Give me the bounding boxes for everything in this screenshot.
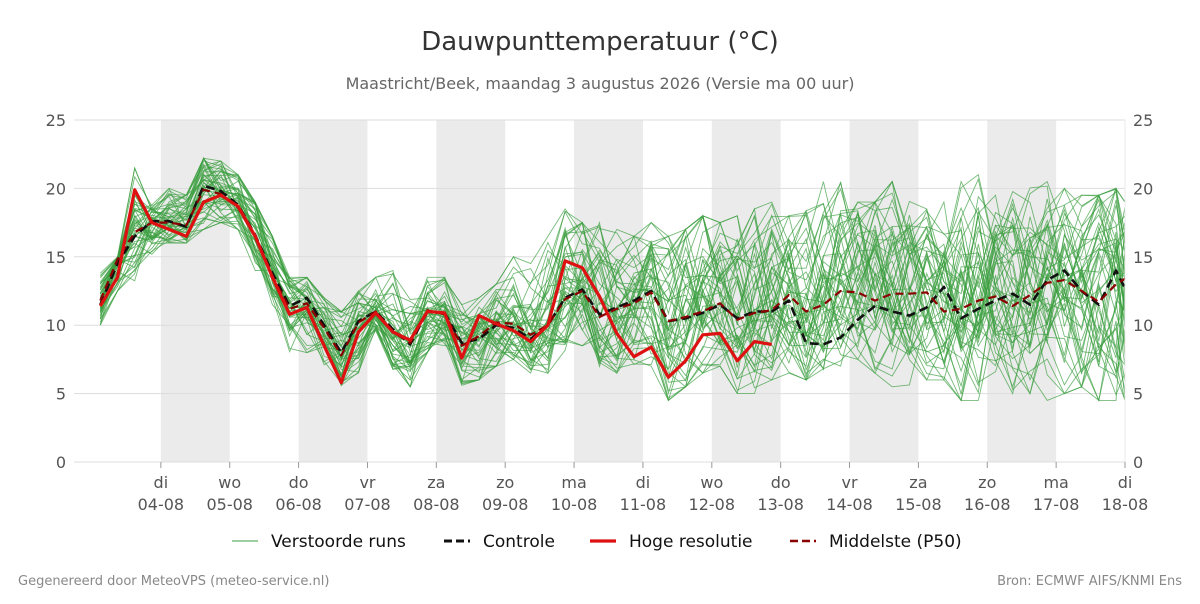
chart-title: Dauwpunttemperatuur (°C) xyxy=(421,27,779,57)
x-tick-date-15-08: 15-08 xyxy=(895,495,942,514)
legend-label-ensemble: Verstoorde runs xyxy=(271,532,406,552)
x-tick-weekday-05-08: wo xyxy=(218,473,241,492)
x-tick-date-04-08: 04-08 xyxy=(138,495,185,514)
ensemble-member-36 xyxy=(99,157,1126,361)
ensemble-member-34 xyxy=(99,157,1126,374)
x-tick-weekday-14-08: vr xyxy=(842,473,858,492)
x-tick-weekday-09-08: zo xyxy=(496,473,514,492)
x-tick-date-06-08: 06-08 xyxy=(275,495,322,514)
ensemble-member-21 xyxy=(99,165,1126,399)
main-series xyxy=(98,184,1127,385)
x-tick-date-16-08: 16-08 xyxy=(964,495,1011,514)
x-tick-date-12-08: 12-08 xyxy=(689,495,736,514)
x-tick-weekday-17-08: ma xyxy=(1043,473,1068,492)
x-tick-date-18-08: 18-08 xyxy=(1102,495,1149,514)
chart-subtitle: Maastricht/Beek, maandag 3 augustus 2026… xyxy=(346,74,855,93)
series-high_res xyxy=(98,188,772,385)
ensemble-member-49 xyxy=(99,173,1126,395)
ensemble-member-35 xyxy=(99,194,1126,401)
ensemble-member-50 xyxy=(99,185,1126,402)
x-tick-weekday-08-08: za xyxy=(427,473,445,492)
y-tick-left-20: 20 xyxy=(46,179,66,198)
footer-source: Bron: ECMWF AIFS/KNMI Ens xyxy=(997,574,1182,589)
y-tick-right-25: 25 xyxy=(1133,111,1153,130)
x-tick-weekday-18-08: di xyxy=(1118,473,1133,492)
x-tick-weekday-04-08: di xyxy=(154,473,169,492)
x-tick-date-08-08: 08-08 xyxy=(413,495,460,514)
x-tick-date-14-08: 14-08 xyxy=(826,495,873,514)
legend: Verstoorde runs Controle Hoge resolutie Mid… xyxy=(232,532,962,552)
x-tick-date-07-08: 07-08 xyxy=(344,495,391,514)
ensemble-member-23 xyxy=(99,187,1126,362)
ensemble-member-46 xyxy=(99,174,1126,402)
x-tick-date-09-08: 09-08 xyxy=(482,495,529,514)
y-tick-left-25: 25 xyxy=(46,111,66,130)
x-tick-date-13-08: 13-08 xyxy=(757,495,804,514)
x-tick-date-17-08: 17-08 xyxy=(1033,495,1080,514)
y-tick-right-5: 5 xyxy=(1133,385,1143,404)
y-tick-left-15: 15 xyxy=(46,248,66,267)
x-tick-weekday-13-08: do xyxy=(771,473,791,492)
ensemble-member-26 xyxy=(99,174,1126,392)
y-tick-left-5: 5 xyxy=(56,385,66,404)
ensemble-member-45 xyxy=(99,200,1126,385)
y-tick-right-0: 0 xyxy=(1133,453,1143,472)
ensemble-member-41 xyxy=(99,163,1126,381)
y-tick-right-10: 10 xyxy=(1133,316,1153,335)
x-tick-weekday-16-08: zo xyxy=(978,473,996,492)
legend-label-control: Controle xyxy=(483,532,555,552)
x-tick-weekday-06-08: do xyxy=(289,473,309,492)
y-tick-left-10: 10 xyxy=(46,316,66,335)
x-tick-date-11-08: 11-08 xyxy=(620,495,667,514)
footer-credit: Gegenereerd door MeteoVPS (meteo-service… xyxy=(18,574,329,589)
ensemble-member-38 xyxy=(99,157,1126,386)
x-tick-weekday-15-08: za xyxy=(909,473,927,492)
ensemble-member-42 xyxy=(99,180,1126,395)
x-tick-weekday-11-08: di xyxy=(636,473,651,492)
y-tick-right-15: 15 xyxy=(1133,248,1153,267)
y-tick-right-20: 20 xyxy=(1133,179,1153,198)
y-tick-left-0: 0 xyxy=(56,453,66,472)
axes: 0 0 5 5 10 10 15 15 20 20 25 25 di 04-08 wo 05-08 do 06-0… xyxy=(46,111,1154,514)
ensemble-member-15 xyxy=(99,173,1126,371)
x-tick-weekday-07-08: vr xyxy=(359,473,375,492)
ensemble-member-22 xyxy=(99,157,1126,388)
x-tick-weekday-12-08: wo xyxy=(700,473,723,492)
ensemble-member-40 xyxy=(99,160,1126,368)
x-tick-date-05-08: 05-08 xyxy=(206,495,253,514)
legend-label-high_res: Hoge resolutie xyxy=(629,532,753,552)
x-tick-weekday-10-08: ma xyxy=(561,473,586,492)
x-tick-date-10-08: 10-08 xyxy=(551,495,598,514)
legend-label-median: Middelste (P50) xyxy=(829,532,962,552)
